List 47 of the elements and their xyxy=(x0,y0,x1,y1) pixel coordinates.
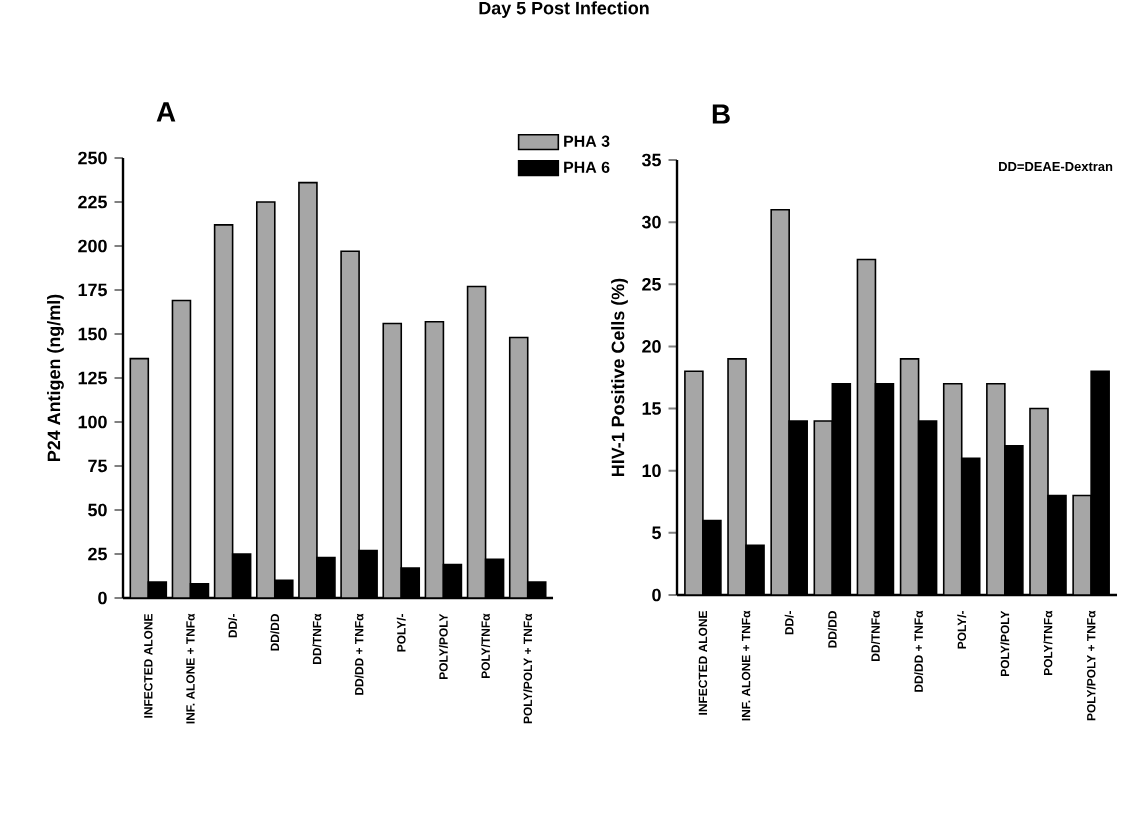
y-tick-label: 35 xyxy=(641,153,661,167)
y-tick-label: 15 xyxy=(642,402,661,415)
x-tick-label: INFECTED ALONE xyxy=(698,611,708,715)
x-tick-label: DD/- xyxy=(784,611,794,635)
y-tick-label: 100 xyxy=(78,415,107,429)
x-tick-label: DD/TNFα xyxy=(870,610,880,661)
y-tick-label: 0 xyxy=(652,588,661,602)
text: Day 5 Post Infection xyxy=(479,1,649,18)
y-axis-title: P24 Antigen (ng/ml) xyxy=(47,294,64,461)
legend-label: PHA 6 xyxy=(564,161,610,173)
x-tick-label: INFECTED ALONE xyxy=(144,614,153,718)
x-tick-label: INF. ALONE + TNFα xyxy=(741,610,751,721)
x-tick-label: DD/DD + TNFα xyxy=(354,613,364,695)
y-axis-title: HIV-1 Positive Cells (%) xyxy=(611,278,628,476)
y-tick-label: 10 xyxy=(642,464,661,478)
x-tick-label: POLY/POLY + TNFα xyxy=(1086,610,1096,721)
x-tick-label: DD/- xyxy=(228,614,238,638)
y-tick-label: 250 xyxy=(78,151,107,165)
annotation: DD=DEAE-Dextran xyxy=(999,162,1113,172)
y-tick-label: 25 xyxy=(642,277,661,291)
y-tick-label: 50 xyxy=(88,503,107,517)
y-tick-label: 125 xyxy=(78,371,107,385)
legend-label: PHA 3 xyxy=(564,135,610,147)
y-tick-label: 175 xyxy=(78,283,107,297)
x-tick-label: POLY/- xyxy=(396,614,406,652)
x-tick-label: POLY/POLY xyxy=(438,613,448,679)
y-tick-label: 5 xyxy=(652,526,661,540)
chart-title: B xyxy=(712,104,730,124)
x-tick-label: POLY/POLY xyxy=(1000,610,1010,676)
chart-title: A xyxy=(156,102,176,122)
y-tick-label: 0 xyxy=(98,591,107,605)
x-tick-label: DD/DD xyxy=(827,611,837,648)
y-tick-label: 150 xyxy=(78,327,107,341)
y-tick-label: 75 xyxy=(88,459,107,473)
x-tick-label: DD/DD + TNFα xyxy=(914,610,924,692)
y-tick-label: 200 xyxy=(78,239,107,253)
x-tick-label: INF. ALONE + TNFα xyxy=(186,613,195,724)
y-tick-label: 20 xyxy=(642,340,661,353)
x-tick-label: POLY/TNFα xyxy=(1043,610,1053,676)
y-tick-label: 225 xyxy=(78,195,107,209)
y-tick-label: 25 xyxy=(88,547,107,561)
x-tick-label: POLY/POLY + TNFα xyxy=(523,613,533,724)
y-tick-label: 30 xyxy=(641,215,661,229)
x-tick-label: DD/TNFα xyxy=(312,613,322,664)
x-tick-label: POLY/- xyxy=(957,611,967,649)
x-tick-label: DD/DD xyxy=(270,614,280,651)
x-tick-label: POLY/TNFα xyxy=(481,613,491,679)
